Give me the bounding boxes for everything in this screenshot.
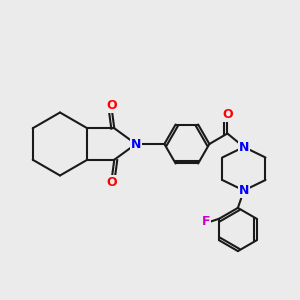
Text: N: N xyxy=(239,184,249,197)
Text: N: N xyxy=(239,140,249,154)
Text: F: F xyxy=(201,215,210,228)
Text: O: O xyxy=(222,107,233,121)
Text: O: O xyxy=(106,176,117,189)
Text: O: O xyxy=(106,99,117,112)
Text: N: N xyxy=(131,137,141,151)
